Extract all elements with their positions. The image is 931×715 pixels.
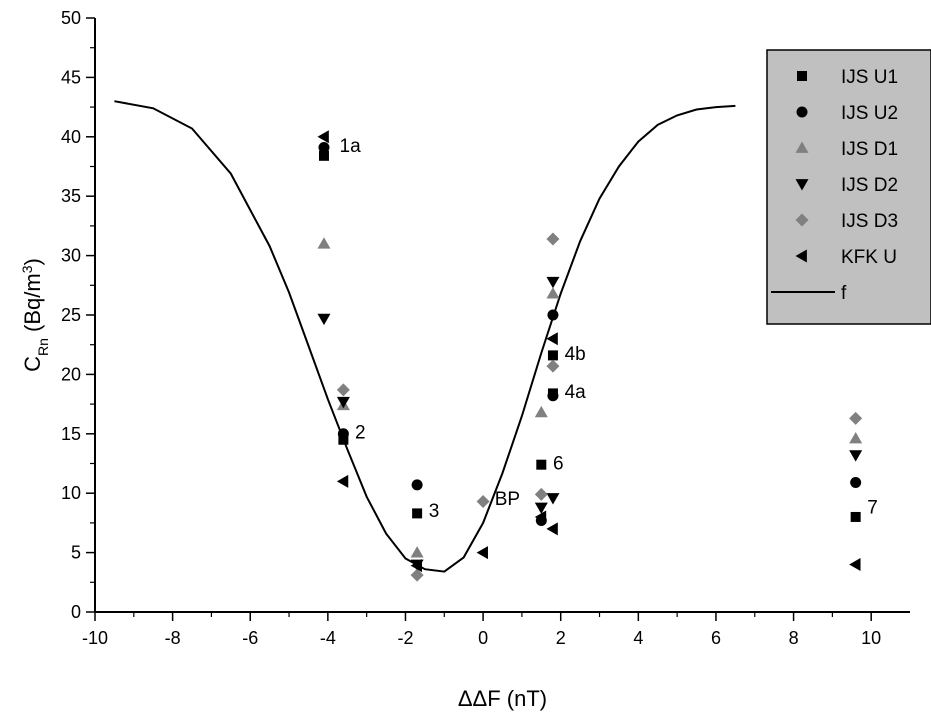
data-point	[476, 546, 488, 560]
y-tick-label: 40	[61, 127, 81, 147]
data-point	[534, 510, 547, 524]
point-annotation: 4b	[565, 344, 586, 365]
data-point	[317, 130, 329, 144]
legend-marker	[796, 106, 808, 118]
x-tick-label: 0	[478, 628, 488, 648]
data-point	[546, 359, 560, 373]
point-annotation: 4a	[565, 382, 587, 403]
data-point	[546, 232, 560, 246]
x-tick-label: 4	[633, 628, 643, 648]
data-point	[546, 493, 560, 505]
data-point	[534, 487, 548, 501]
data-point	[546, 522, 558, 536]
point-annotation: 6	[553, 453, 564, 474]
data-point	[317, 237, 331, 249]
data-point	[849, 557, 861, 571]
data-point	[317, 313, 331, 326]
data-point	[547, 350, 558, 361]
y-tick-label: 35	[61, 186, 81, 206]
y-tick-label: 50	[61, 8, 81, 28]
x-tick-label: -2	[397, 628, 413, 648]
data-point	[336, 396, 350, 409]
legend-label: IJS D2	[841, 175, 898, 196]
legend-label: IJS D1	[841, 139, 898, 160]
data-points-layer	[317, 130, 863, 582]
annotations-layer: 1a 2 3 BP 6 4a 4b 7	[340, 136, 878, 522]
legend-box	[766, 49, 931, 325]
data-point	[546, 332, 558, 346]
y-tick-label: 25	[61, 305, 81, 325]
series-kfk-u	[317, 130, 861, 573]
data-point	[336, 474, 349, 488]
legend-label: KFK U	[841, 247, 897, 268]
x-tick-label: 10	[861, 628, 881, 648]
y-tick-label: 30	[61, 246, 81, 266]
legend: IJS U1 IJS U2 IJS D1 IJS D2 IJS D3 KFK U f	[766, 49, 931, 325]
data-point	[476, 495, 490, 509]
y-axis-label: CRn (Bq/m3)	[19, 258, 51, 372]
data-point	[410, 568, 424, 582]
x-tick-label: 8	[789, 628, 799, 648]
data-point	[336, 383, 350, 397]
legend-label: f	[841, 283, 847, 304]
y-tick-label: 10	[61, 483, 81, 503]
series-ijs-d3	[336, 232, 863, 582]
data-point	[534, 502, 548, 514]
data-point	[849, 411, 863, 425]
x-tick-label: -4	[320, 628, 336, 648]
data-point	[534, 405, 548, 418]
data-point	[850, 511, 861, 522]
fit-curve-f	[114, 100, 736, 573]
data-point	[337, 428, 349, 440]
data-point	[318, 150, 329, 161]
data-point	[849, 432, 863, 444]
data-point	[412, 508, 423, 519]
legend-marker	[795, 179, 809, 191]
data-point	[410, 546, 424, 558]
x-tick-label: -6	[242, 628, 258, 648]
x-tick-label: 6	[711, 628, 721, 648]
fit-curve-layer	[114, 100, 736, 573]
axis-labels: ΔΔF (nT) CRn (Bq/m3)	[19, 258, 547, 711]
data-point	[850, 477, 862, 489]
data-point	[536, 459, 547, 470]
legend-label: IJS U1	[841, 67, 898, 88]
data-point	[546, 287, 560, 299]
data-point	[849, 450, 863, 462]
data-point	[547, 390, 559, 402]
plot-axes: -10 -8 -6 -4 -2 0 2 4 6 8 10 0 5 10 15 20 25 30 35 40 45 50	[61, 8, 910, 648]
x-axis-label: ΔΔF (nT)	[458, 686, 547, 711]
data-point	[411, 479, 423, 491]
data-point	[547, 309, 559, 321]
data-point	[410, 559, 422, 573]
point-annotation: 3	[429, 501, 440, 522]
y-tick-label: 45	[61, 67, 81, 87]
legend-label: IJS U2	[841, 103, 898, 124]
legend-marker	[795, 249, 807, 263]
legend-marker	[795, 213, 809, 227]
y-tick-label: 0	[71, 602, 81, 622]
x-tick-label: -8	[165, 628, 181, 648]
y-tick-label: 20	[61, 364, 81, 384]
x-tick-label: 2	[556, 628, 566, 648]
y-tick-label: 15	[61, 424, 81, 444]
point-annotation: BP	[495, 489, 520, 510]
point-annotation: 2	[355, 422, 366, 443]
y-tick-label: 5	[71, 543, 81, 563]
point-annotation: 1a	[340, 136, 362, 157]
data-point	[318, 141, 330, 153]
data-point	[338, 434, 349, 445]
point-annotation: 7	[867, 497, 878, 518]
legend-label: IJS D3	[841, 211, 898, 232]
legend-marker	[795, 141, 809, 153]
data-point	[546, 276, 560, 289]
legend-marker	[797, 71, 807, 81]
x-tick-label: -10	[82, 628, 108, 648]
